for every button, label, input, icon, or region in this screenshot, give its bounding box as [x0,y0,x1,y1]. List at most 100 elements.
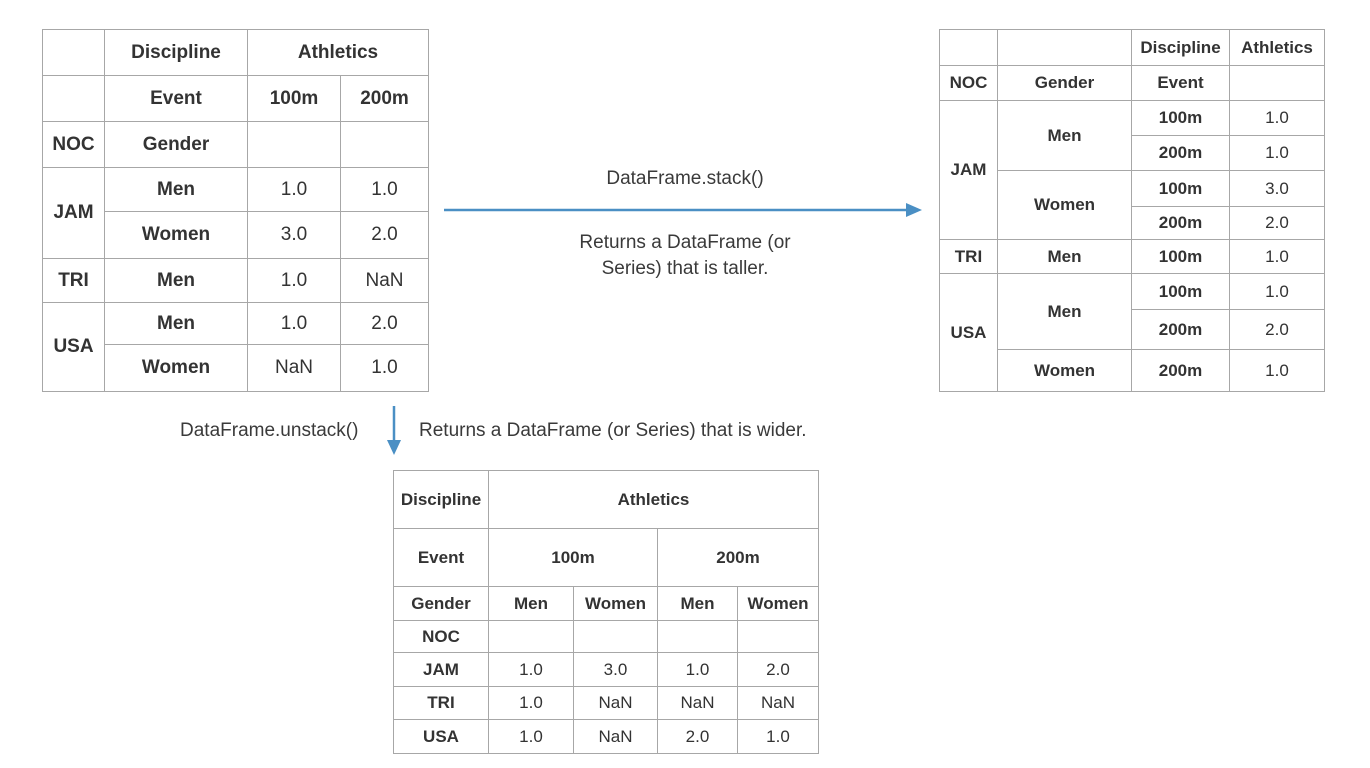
noc-cell: USA [393,719,489,754]
gender-cell: Men [104,302,248,345]
tall-table: Discipline Athletics NOC Gender Event JA… [939,29,1325,392]
value-cell: NaN [657,686,738,720]
gender-header-cell: Women [737,586,819,621]
event-cell: 200m [1131,309,1230,350]
value-cell: 3.0 [573,652,658,687]
header-noc: NOC [393,620,489,653]
corner-cell [42,75,105,122]
table-row: 200m 1.0 [940,135,1325,171]
header-athletics: Athletics [488,470,819,529]
event-cell: 200m [1131,135,1230,171]
value-cell: NaN [340,258,429,303]
gender-cell: Men [997,100,1132,171]
event-cell: 100m [1131,273,1230,310]
unstack-method-label: DataFrame.unstack() [180,420,359,441]
value-cell: NaN [247,344,341,392]
table-row: USA Men 100m 1.0 [939,273,1325,392]
value-cell: 2.0 [657,719,738,754]
header-event-100m: 100m [247,75,341,122]
gender-header-cell: Men [657,586,738,621]
empty-cell [247,121,341,168]
table-row: 200m 2.0 [940,309,1325,350]
header-athletics: Athletics [1229,29,1325,66]
value-cell: 1.0 [1229,239,1325,274]
table-row: JAM 1.0 3.0 1.0 2.0 [393,652,819,687]
event-cell: 200m [1131,206,1230,240]
event-cell: 100m [1131,170,1230,207]
corner-cell [997,29,1132,66]
value-cell: NaN [573,719,658,754]
noc-cell: USA [42,302,105,392]
wide-table: Discipline Athletics Event 100m 200m NOC… [42,29,429,392]
gender-cell: Women [997,170,1132,240]
value-cell: NaN [573,686,658,720]
empty-cell [737,620,819,653]
noc-cell: USA [939,273,998,392]
value-cell: NaN [737,686,819,720]
gender-cell: Women [104,344,248,392]
header-discipline: Discipline [1131,29,1230,66]
noc-cell: TRI [393,686,489,720]
value-cell: 1.0 [488,686,574,720]
table-row: Women 100m 3.0 [940,170,1325,240]
corner-cell [939,29,998,66]
table-row: USA Men 1.0 2.0 [42,302,429,392]
gender-cell: Men [997,273,1132,350]
event-cell: 100m [1131,239,1230,274]
value-cell: 1.0 [488,652,574,687]
gender-cell: Men [104,167,248,212]
empty-cell [573,620,658,653]
value-cell: 1.0 [247,258,341,303]
unstack-description: Returns a DataFrame (or Series) that is … [419,420,807,441]
event-cell: 100m [1131,100,1230,136]
table-row: JAM Men 100m 1.0 [939,100,1325,240]
header-event-200m: 200m [657,528,819,587]
stack-description: Returns a DataFrame (or Series) that is … [579,232,791,279]
header-gender: Gender [393,586,489,621]
value-cell: 1.0 [340,167,429,212]
value-cell: 2.0 [1229,206,1325,240]
header-noc: NOC [939,65,998,101]
gender-cell: Men [997,239,1132,274]
noc-cell: JAM [939,100,998,240]
value-cell: 3.0 [247,211,341,259]
noc-cell: TRI [939,239,998,274]
gender-header-cell: Women [573,586,658,621]
unstacked-table: Discipline Athletics Event 100m 200m Gen… [393,470,819,754]
table-row: Women 200m 1.0 [940,349,1325,392]
value-cell: 1.0 [488,719,574,754]
table-row: TRI Men 100m 1.0 [939,239,1325,274]
value-cell: 1.0 [1229,349,1325,392]
empty-cell [1229,65,1325,101]
gender-header-cell: Men [488,586,574,621]
header-gender: Gender [997,65,1132,101]
table-row: Women NaN 1.0 [43,344,429,392]
empty-cell [657,620,738,653]
value-cell: 2.0 [1229,309,1325,350]
header-noc: NOC [42,121,105,168]
header-event-100m: 100m [488,528,658,587]
value-cell: 1.0 [1229,273,1325,310]
header-event: Event [393,528,489,587]
value-cell: 1.0 [737,719,819,754]
table-row: TRI Men 1.0 NaN [42,258,429,303]
header-gender: Gender [104,121,248,168]
header-event: Event [104,75,248,122]
value-cell: 1.0 [657,652,738,687]
header-event: Event [1131,65,1230,101]
value-cell: 1.0 [1229,135,1325,171]
noc-cell: TRI [42,258,105,303]
gender-cell: Women [997,349,1132,392]
table-row: USA 1.0 NaN 2.0 1.0 [393,719,819,754]
event-cell: 200m [1131,349,1230,392]
value-cell: 1.0 [340,344,429,392]
value-cell: 1.0 [1229,100,1325,136]
value-cell: 2.0 [737,652,819,687]
stack-method-label: DataFrame.stack() [606,168,764,189]
corner-cell [42,29,105,76]
table-row: TRI 1.0 NaN NaN NaN [393,686,819,720]
value-cell: 3.0 [1229,170,1325,207]
value-cell: 1.0 [247,167,341,212]
empty-cell [340,121,429,168]
